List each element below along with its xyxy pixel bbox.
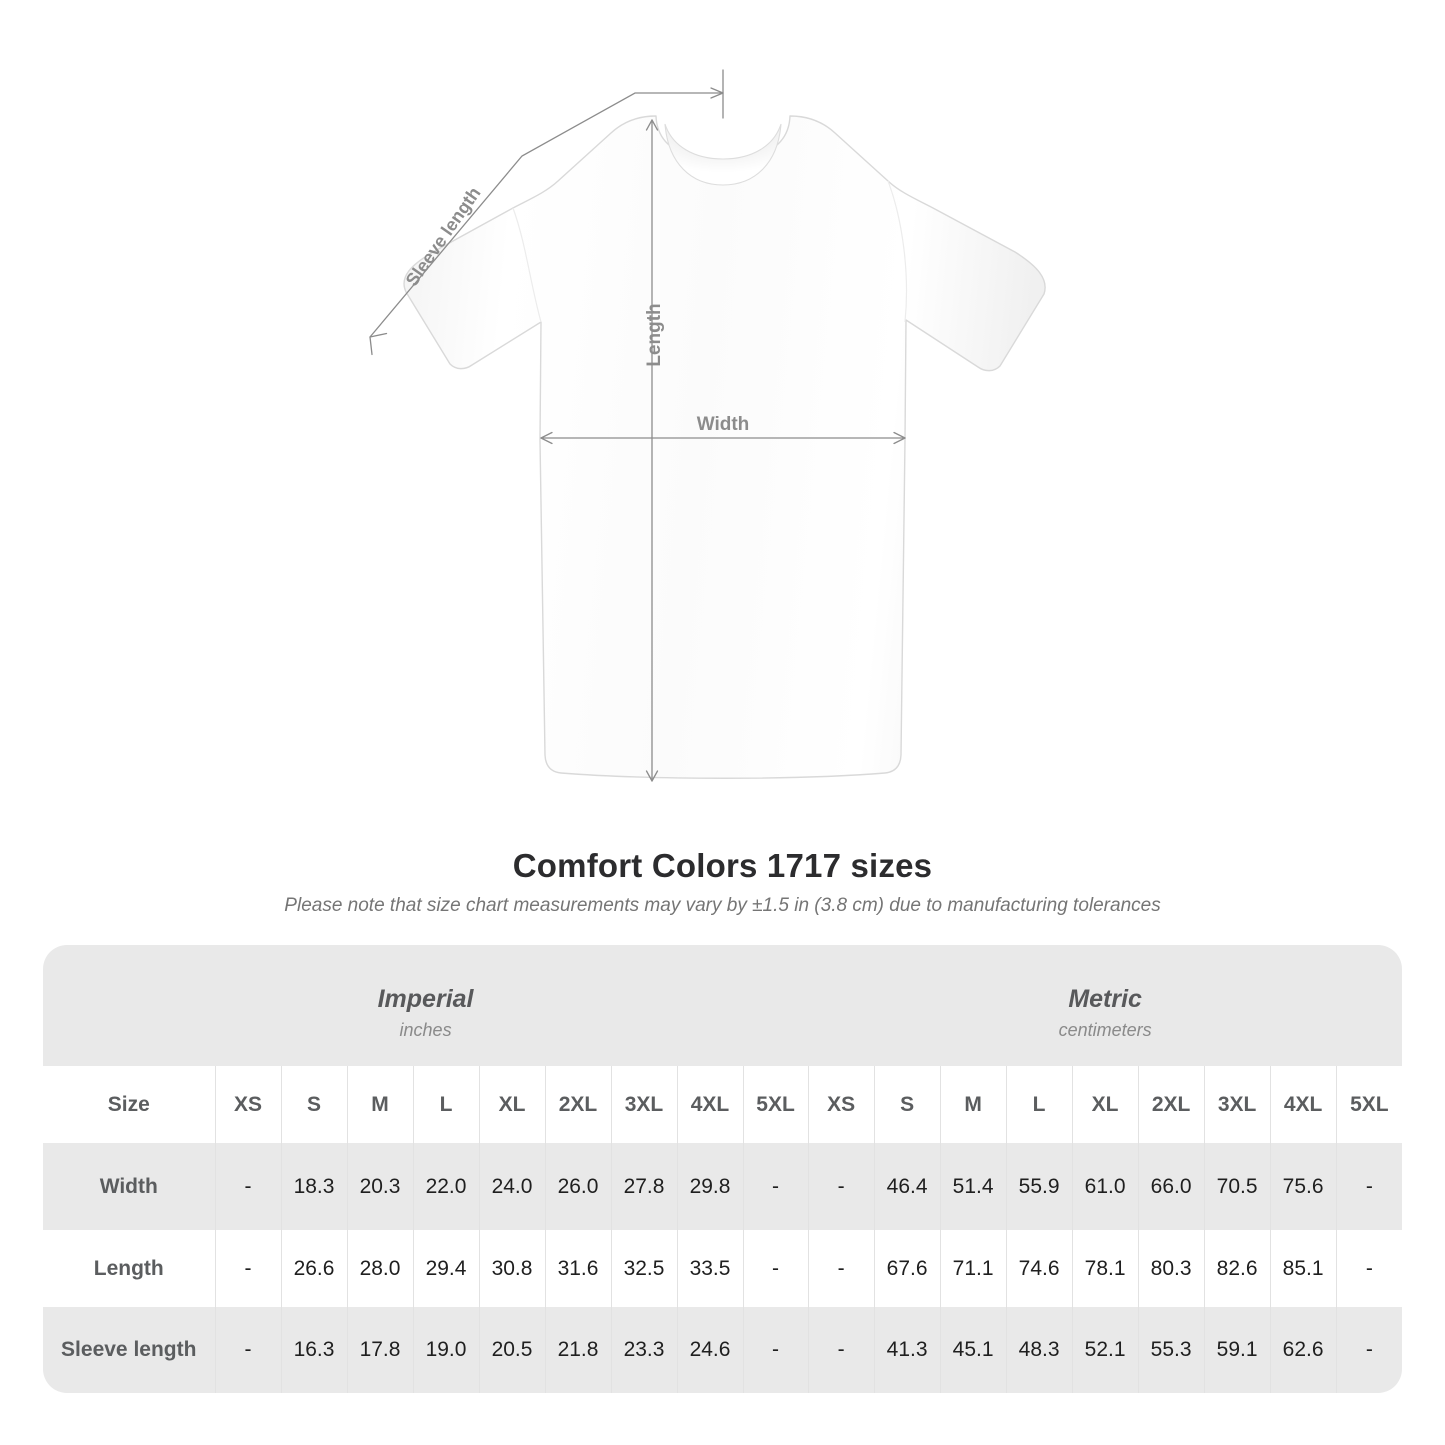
svg-text:Length: Length [644,303,665,366]
svg-text:Width: Width [697,414,750,435]
